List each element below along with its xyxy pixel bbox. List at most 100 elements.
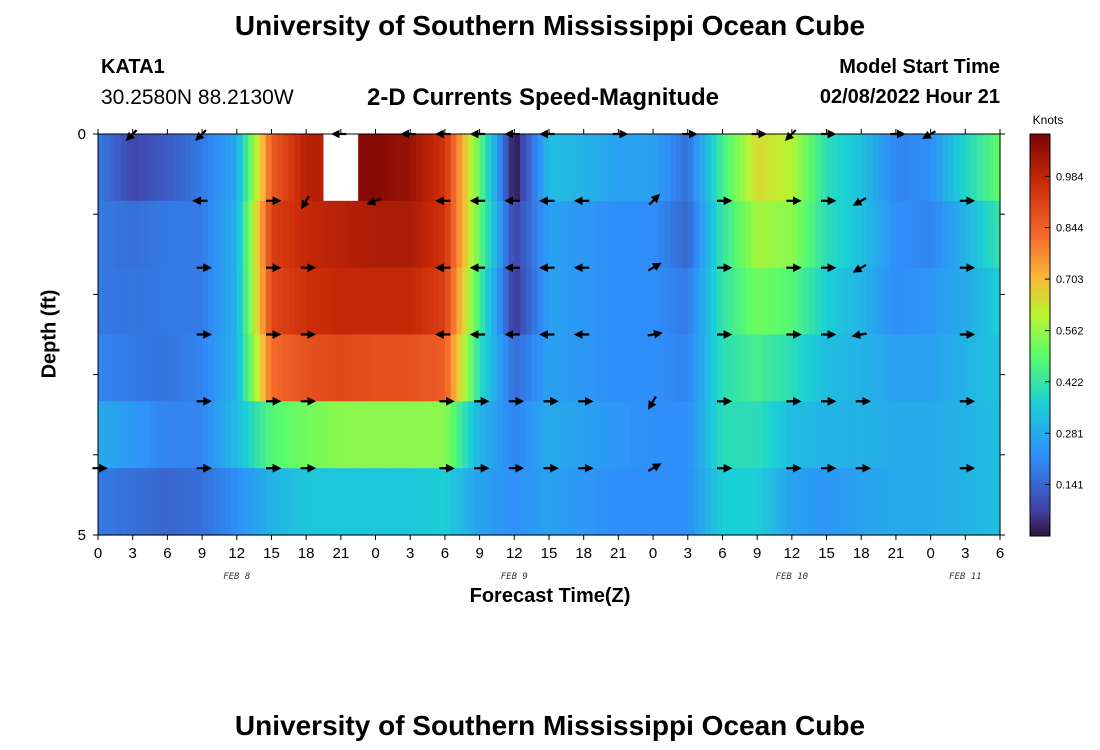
heatmap-cell: [549, 334, 556, 402]
heatmap-cell: [849, 401, 857, 469]
heatmap-cell: [994, 401, 1001, 469]
heatmap-cell: [884, 200, 891, 269]
heatmap-cell: [606, 334, 614, 402]
heatmap-cell: [375, 401, 382, 469]
heatmap-cell: [971, 200, 978, 269]
heatmap-cell: [728, 134, 735, 202]
heatmap-cell: [254, 267, 261, 336]
heatmap-cell: [173, 267, 180, 336]
heatmap-cell: [271, 401, 278, 469]
heatmap-cell: [126, 334, 134, 402]
heatmap-cell: [300, 134, 307, 202]
heatmap-cell: [248, 134, 255, 202]
heatmap-cell: [612, 267, 619, 336]
heatmap-cell: [959, 267, 966, 336]
heatmap-cell: [583, 134, 591, 202]
heatmap-cell: [618, 267, 625, 336]
heatmap-cell: [710, 334, 718, 402]
heatmap-cell: [502, 134, 510, 202]
heatmap-cell: [207, 134, 215, 202]
heatmap-cell: [485, 267, 492, 336]
heatmap-cell: [687, 468, 695, 536]
heatmap-cell: [832, 468, 839, 536]
date-labels: FEB 8 FEB 9 FEB 10 FEB 11: [223, 572, 981, 582]
heatmap-cell: [653, 401, 660, 469]
heatmap-cell: [525, 334, 533, 402]
heatmap-cell: [647, 200, 654, 269]
heatmap-cell: [491, 200, 498, 269]
heatmap-cell: [884, 401, 891, 469]
heatmap-cell: [115, 200, 122, 269]
heatmap-cell: [121, 200, 128, 269]
heatmap-cell: [184, 134, 192, 202]
heatmap-cell: [901, 334, 909, 402]
heatmap-cell: [335, 267, 342, 336]
heatmap-cells: [98, 134, 1001, 536]
heatmap-cell: [820, 401, 828, 469]
heatmap-cell: [716, 267, 724, 336]
heatmap-cell: [439, 468, 446, 536]
heatmap-cell: [392, 334, 400, 402]
heatmap-cell: [901, 267, 909, 336]
heatmap-cell: [635, 267, 643, 336]
heatmap-cell: [98, 334, 105, 402]
heatmap-cell: [387, 468, 394, 536]
heatmap-cell: [612, 200, 619, 269]
heatmap-cell: [277, 134, 284, 202]
heatmap-cell: [225, 401, 232, 469]
heatmap-cell: [340, 468, 348, 536]
heatmap-cell: [618, 200, 625, 269]
heatmap-cell: [774, 401, 781, 469]
heatmap-cell: [329, 200, 336, 269]
heatmap-cell: [965, 334, 972, 402]
colorbar-tick-label: 0.984: [1056, 171, 1084, 183]
heatmap-cell: [121, 334, 128, 402]
heatmap-cell: [537, 334, 544, 402]
heatmap-cell: [722, 200, 729, 269]
heatmap-cell: [520, 267, 527, 336]
heatmap-cell: [369, 334, 377, 402]
heatmap-cell: [913, 401, 920, 469]
heatmap-cell: [762, 401, 770, 469]
heatmap-cell: [612, 401, 619, 469]
heatmap-cell: [757, 200, 764, 269]
heatmap-cell: [496, 200, 504, 269]
heatmap-cell: [872, 267, 880, 336]
heatmap-cell: [577, 200, 585, 269]
heatmap-cell: [762, 468, 770, 536]
heatmap-cell: [601, 134, 608, 202]
heatmap-cell: [681, 200, 689, 269]
heatmap-cell: [895, 267, 903, 336]
heatmap-cell: [641, 267, 648, 336]
heatmap-cell: [496, 267, 504, 336]
heatmap-cell: [982, 200, 990, 269]
heatmap-cell: [560, 200, 567, 269]
heatmap-cell: [890, 468, 897, 536]
heatmap-cell: [531, 334, 539, 402]
heatmap-cell: [710, 468, 718, 536]
current-arrow: [648, 193, 661, 206]
heatmap-cell: [121, 468, 128, 536]
heatmap-cell: [658, 267, 666, 336]
current-arrow: [852, 263, 867, 273]
heatmap-cell: [982, 134, 990, 202]
heatmap-cell: [658, 200, 666, 269]
heatmap-cell: [901, 401, 909, 469]
heatmap-cell: [421, 334, 429, 402]
heatmap-cell: [121, 267, 128, 336]
heatmap-cell: [150, 401, 157, 469]
heatmap-cell: [496, 134, 504, 202]
heatmap-cell: [878, 267, 885, 336]
heatmap-cell: [167, 267, 174, 336]
heatmap-cell: [311, 468, 319, 536]
heatmap-cell: [549, 267, 556, 336]
heatmap-cell: [202, 468, 209, 536]
heatmap-cell: [965, 134, 972, 202]
heatmap-cell: [554, 468, 562, 536]
x-tick-label: 21: [333, 545, 350, 562]
heatmap-cell: [473, 468, 481, 536]
heatmap-cell: [861, 334, 868, 402]
heatmap-cell: [641, 334, 648, 402]
heatmap-cell: [826, 134, 833, 202]
heatmap-cell: [895, 334, 903, 402]
